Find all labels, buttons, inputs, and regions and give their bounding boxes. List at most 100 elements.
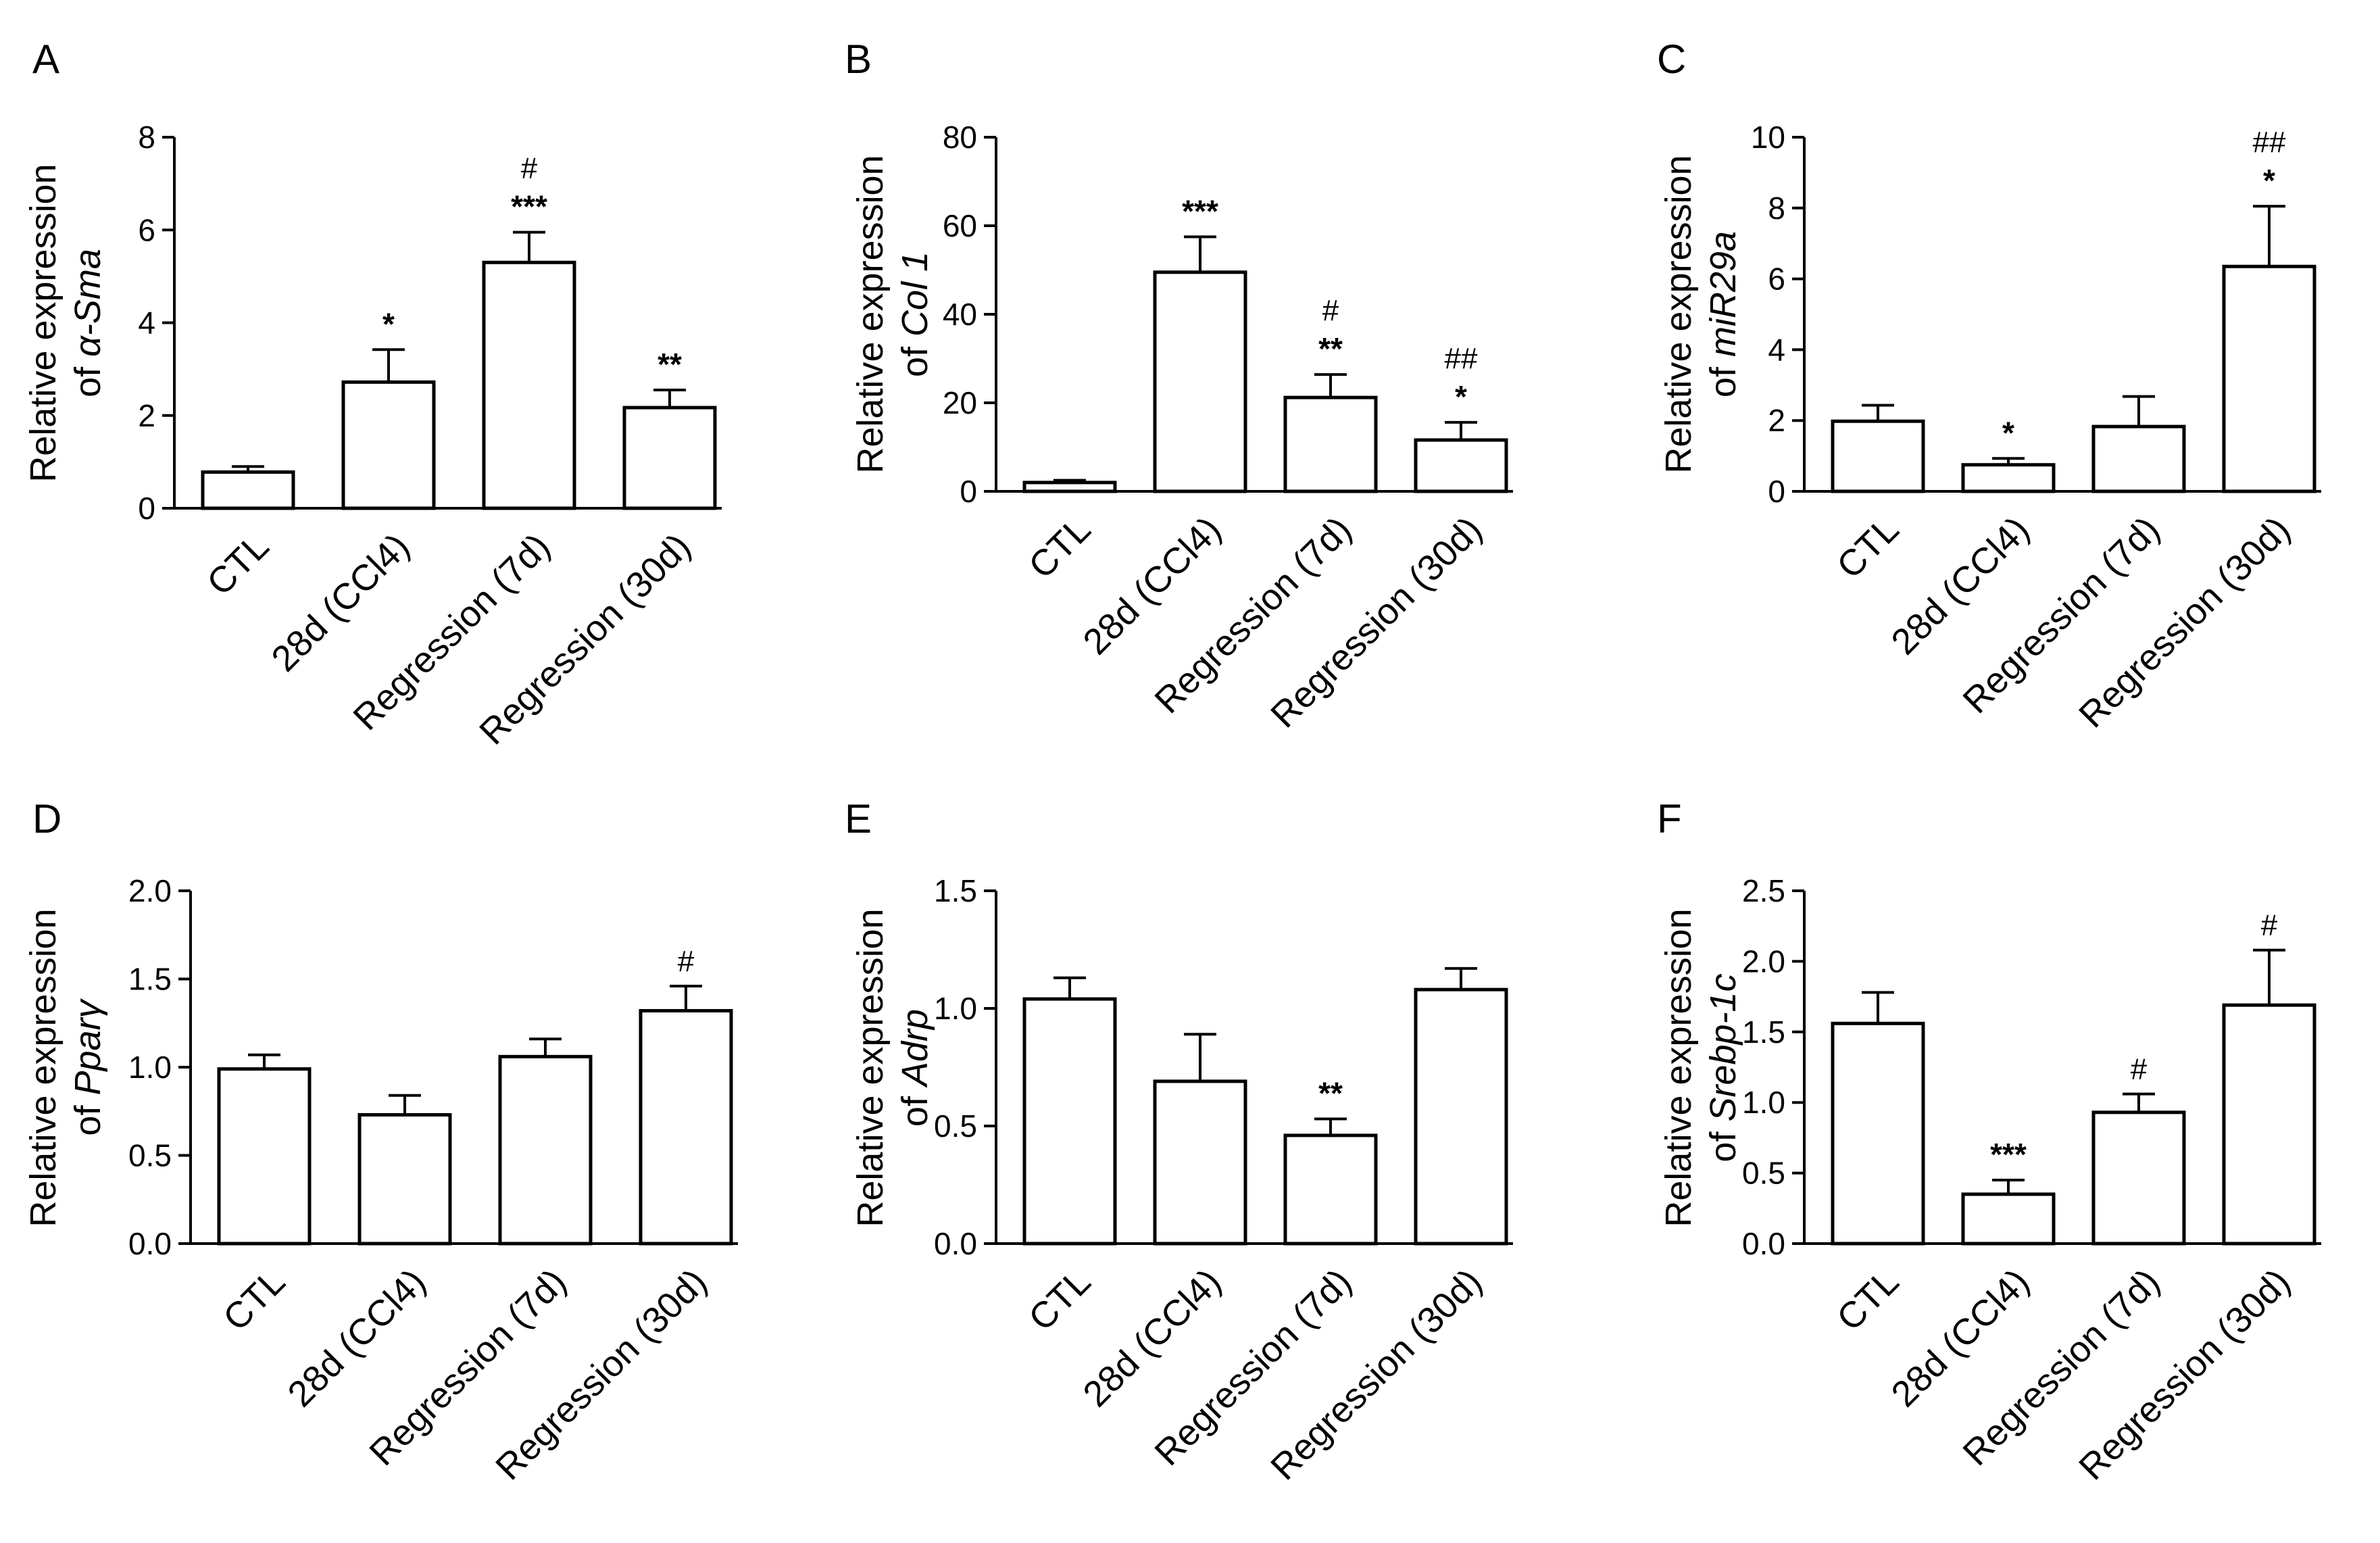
bar <box>357 1112 452 1246</box>
y-tick-label: 1.0 <box>128 1050 172 1085</box>
y-tick-label: 0 <box>960 474 977 509</box>
y-axis-label-gene: Col 1 <box>895 251 935 337</box>
y-tick-label: 0.5 <box>1742 1156 1785 1191</box>
y-tick-label: 0 <box>1768 474 1785 509</box>
y-tick-label: 0.5 <box>934 1108 977 1144</box>
hash-annotation: # <box>2131 1053 2148 1086</box>
y-axis-label: Relative expression of α-Sma <box>23 164 108 482</box>
significance-annotation: ** <box>1318 331 1343 366</box>
y-tick-label: 4 <box>1768 332 1785 367</box>
y-axis-label: Relative expression of Adrp <box>850 908 935 1227</box>
y-tick-label: 1.5 <box>128 962 172 997</box>
y-tick-label: 0 <box>138 491 155 526</box>
bar <box>2091 424 2186 493</box>
bar <box>482 260 576 510</box>
hash-annotation: # <box>2261 909 2278 942</box>
bar <box>1022 997 1117 1246</box>
y-tick-label: 8 <box>138 120 155 155</box>
bar <box>1283 395 1378 493</box>
bar <box>1153 1079 1247 1246</box>
bar <box>1414 987 1508 1246</box>
hash-annotation: # <box>678 945 695 978</box>
y-axis-label-line1: Relative expression <box>850 908 891 1227</box>
category-label: CTL <box>1021 509 1099 587</box>
y-axis-label-of: of <box>68 1096 108 1136</box>
bar <box>1961 1192 2056 1246</box>
y-tick-label: 1.0 <box>1742 1085 1785 1120</box>
hash-annotation: ## <box>2253 126 2286 159</box>
y-tick-label: 60 <box>943 208 977 243</box>
y-axis-label-gene: miR29a <box>1703 231 1743 357</box>
y-tick-label: 1.0 <box>934 991 977 1026</box>
bar <box>2222 264 2316 493</box>
bar <box>341 380 436 510</box>
y-axis-label-gene: Srebp-1c <box>1703 973 1743 1121</box>
bar <box>639 1008 733 1246</box>
bar <box>201 470 295 510</box>
y-axis-label: Relative expression of miR29a <box>1658 155 1743 473</box>
panel-letter: D <box>32 796 61 841</box>
y-tick-label: 2 <box>1768 403 1785 438</box>
significance-annotation: *** <box>1182 193 1218 228</box>
category-label: CTL <box>1829 509 1907 587</box>
y-tick-label: 0.0 <box>934 1226 977 1261</box>
y-axis-label-line1: Relative expression <box>23 908 64 1227</box>
y-axis-label-of: of <box>895 1086 935 1127</box>
chart-panel-a: A Relative expression of α-Sma 0 2 4 6 8 CTL28d … <box>23 36 722 752</box>
y-axis-label: Relative expression of Col 1 <box>850 155 935 473</box>
y-axis-label-gene: Adrp <box>895 1009 935 1088</box>
bar <box>498 1054 593 1246</box>
y-axis-label-gene: α-Sma <box>68 249 108 357</box>
y-axis-label-line1: Relative expression <box>23 164 64 482</box>
y-axis-label-line1: Relative expression <box>1658 908 1699 1227</box>
y-tick-label: 0.5 <box>128 1138 172 1173</box>
significance-annotation: ** <box>1318 1076 1343 1111</box>
significance-annotation: * <box>382 306 395 341</box>
y-tick-label: 8 <box>1768 191 1785 226</box>
y-tick-label: 1.5 <box>1742 1014 1785 1050</box>
significance-annotation: ** <box>658 347 682 382</box>
category-label: 28d (CCl4) <box>264 526 417 679</box>
panel-letter: F <box>1657 796 1682 841</box>
panel-letter: B <box>845 36 872 82</box>
significance-annotation: * <box>2263 163 2275 198</box>
y-axis-label-gene: Pparγ <box>68 998 108 1095</box>
y-axis-label-line1: Relative expression <box>850 155 891 473</box>
bar <box>2091 1110 2186 1246</box>
bar <box>1283 1133 1378 1246</box>
chart-panel-b: B Relative expression of Col 1 0 20 40 60 80 CTL… <box>845 36 1513 735</box>
category-label: CTL <box>216 1261 293 1339</box>
category-label: CTL <box>1021 1261 1099 1339</box>
y-tick-label: 0.0 <box>128 1226 172 1261</box>
category-label: CTL <box>1829 1261 1907 1339</box>
chart-panel-d: D Relative expression of Pparγ 0.0 0.5 1.0 1.5… <box>23 796 738 1488</box>
bar <box>1414 438 1508 493</box>
bar <box>1961 463 2056 493</box>
y-tick-label: 2 <box>138 398 155 433</box>
y-axis-label: Relative expression of Srebp-1c <box>1658 908 1743 1227</box>
significance-annotation: * <box>1455 379 1467 414</box>
bar <box>1831 419 1925 493</box>
bar <box>1831 1021 1925 1246</box>
hash-annotation: # <box>1322 294 1339 327</box>
hash-annotation: ## <box>1445 342 1478 375</box>
y-tick-label: 2.0 <box>128 873 172 908</box>
y-tick-label: 10 <box>1751 120 1785 155</box>
y-tick-label: 0.0 <box>1742 1226 1785 1261</box>
y-tick-label: 80 <box>943 120 977 155</box>
panel-letter: E <box>845 796 872 841</box>
y-tick-label: 6 <box>138 212 155 247</box>
y-tick-label: 2.5 <box>1742 873 1785 908</box>
category-label: 28d (CCl4) <box>280 1261 433 1415</box>
significance-annotation: *** <box>1990 1137 2027 1172</box>
bar <box>2222 1003 2316 1246</box>
y-tick-label: 6 <box>1768 262 1785 297</box>
y-axis-label-of: of <box>1703 1122 1743 1162</box>
y-tick-label: 40 <box>943 297 977 332</box>
y-tick-label: 1.5 <box>934 873 977 908</box>
y-axis-label: Relative expression of Pparγ <box>23 908 108 1227</box>
panel-letter: A <box>32 36 59 82</box>
